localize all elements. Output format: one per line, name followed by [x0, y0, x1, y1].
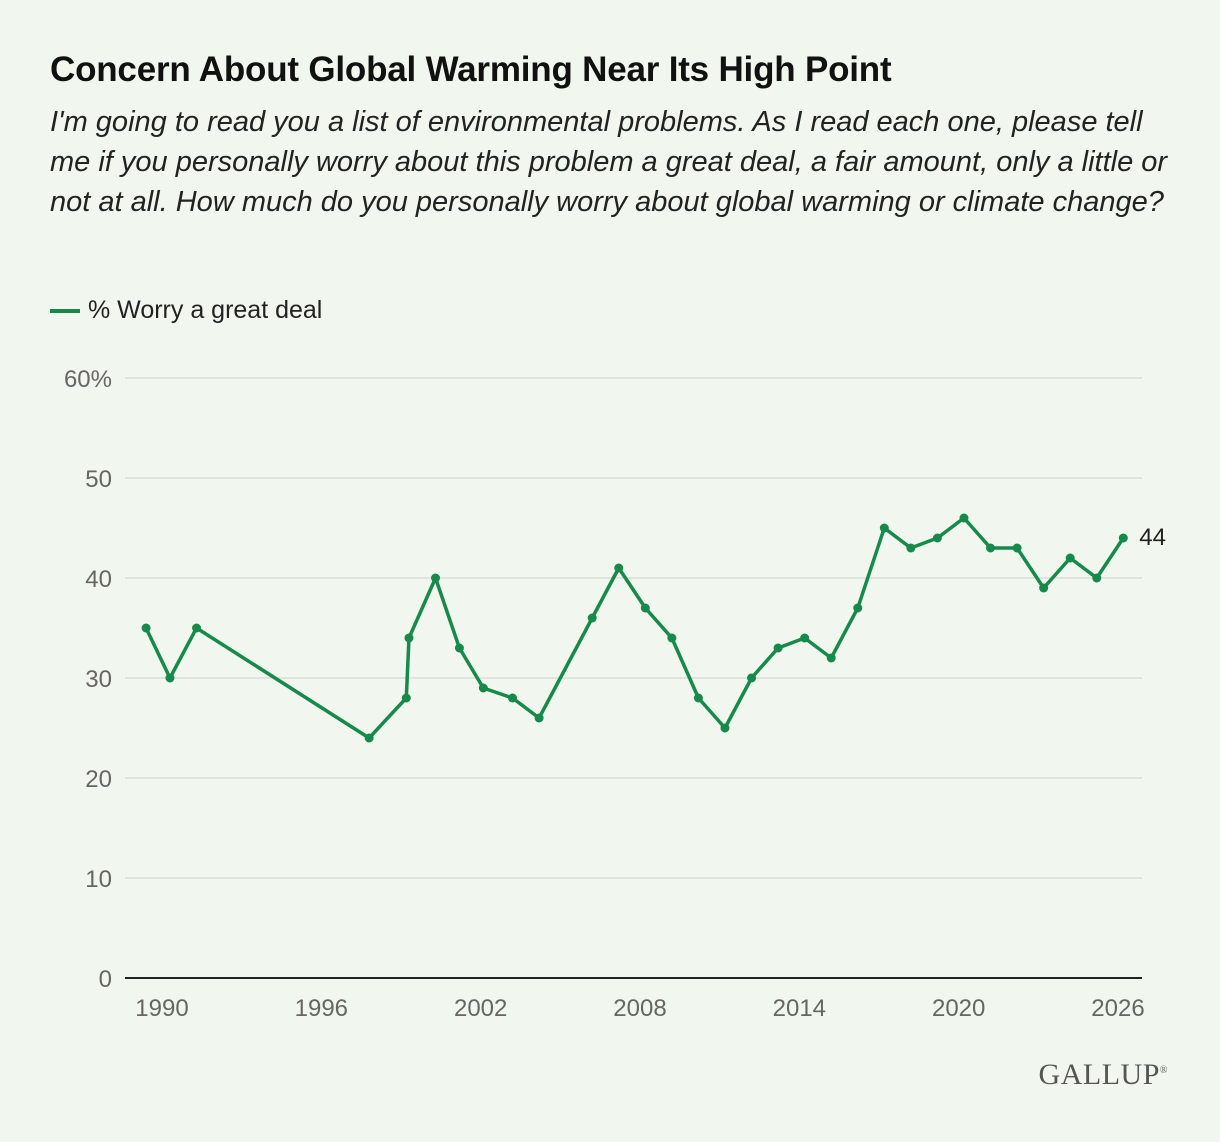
x-tick-label: 1990 [135, 995, 188, 1022]
data-point [1039, 583, 1049, 593]
gallup-logo: GALLUP® [1038, 1058, 1168, 1091]
legend-label: % Worry a great deal [88, 296, 323, 324]
legend-swatch [50, 308, 80, 313]
data-point [986, 543, 996, 553]
data-point [879, 523, 889, 533]
legend: % Worry a great deal [50, 296, 322, 325]
data-point [747, 673, 757, 683]
series-line [144, 516, 1125, 740]
data-point [404, 633, 414, 643]
last-value-label: 44 [1139, 524, 1166, 551]
data-point [508, 693, 518, 703]
x-tick-label: 2002 [454, 995, 507, 1022]
data-point [693, 693, 703, 703]
data-point [165, 673, 175, 683]
data-point [826, 653, 836, 663]
data-point [906, 543, 916, 553]
data-point [401, 693, 411, 703]
data-point [534, 713, 544, 723]
data-point [1065, 553, 1075, 563]
y-tick-label: 50 [85, 466, 112, 493]
y-tick-label: 20 [85, 766, 112, 793]
data-point [853, 603, 863, 613]
y-tick-label: 0 [99, 966, 112, 993]
chart-subtitle: I'm going to read you a list of environm… [50, 106, 1168, 218]
data-point [1092, 573, 1102, 583]
data-point [431, 573, 441, 583]
data-point [364, 733, 374, 743]
x-tick-label: 2020 [932, 995, 985, 1022]
y-tick-label: 40 [85, 566, 112, 593]
data-point [1118, 533, 1128, 543]
y-tick-label: 10 [85, 866, 112, 893]
data-point [773, 643, 783, 653]
data-point [587, 613, 597, 623]
data-point [478, 683, 488, 693]
x-tick-label: 1996 [295, 995, 348, 1022]
data-point [1012, 543, 1022, 553]
data-point [454, 643, 464, 653]
data-point [141, 623, 151, 633]
data-point [720, 723, 730, 733]
data-point [667, 633, 677, 643]
data-point [959, 513, 969, 523]
y-tick-label: 30 [85, 666, 112, 693]
chart-title: Concern About Global Warming Near Its Hi… [50, 50, 892, 89]
logo-text: GALLUP [1038, 1058, 1160, 1091]
data-point [614, 563, 624, 573]
x-tick-label: 2008 [613, 995, 666, 1022]
data-point [932, 533, 942, 543]
data-point [800, 633, 810, 643]
x-tick-label: 2014 [773, 995, 826, 1022]
y-tick-label: 60% [64, 366, 112, 393]
data-point [640, 603, 650, 613]
x-tick-label: 2026 [1091, 995, 1144, 1022]
data-point [192, 623, 202, 633]
